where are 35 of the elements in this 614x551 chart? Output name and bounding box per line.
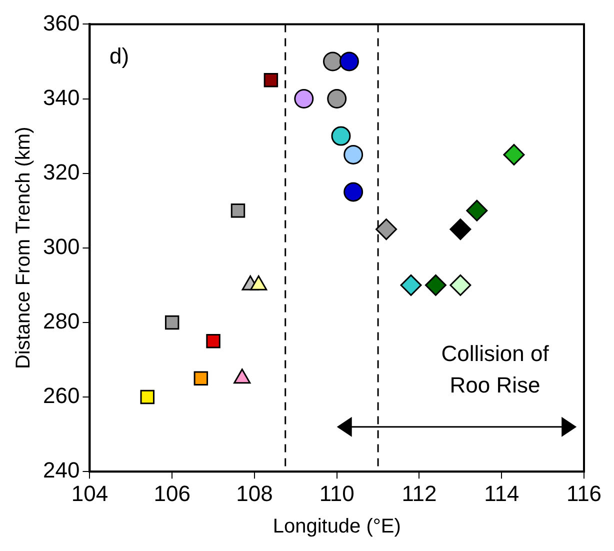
y-tick-label: 260 <box>42 383 80 408</box>
point <box>294 89 314 109</box>
point <box>206 334 220 348</box>
y-axis-title: Distance From Trench (km) <box>12 126 35 370</box>
point <box>344 182 364 202</box>
x-tick-label: 108 <box>236 480 273 506</box>
y-tick-label: 360 <box>42 10 80 36</box>
y-tick-label: 240 <box>42 458 80 483</box>
point <box>264 73 278 88</box>
point <box>339 52 359 72</box>
point <box>503 144 525 166</box>
x-tick-label: 104 <box>71 480 108 506</box>
point <box>140 390 154 404</box>
x-tick-label: 110 <box>319 480 354 506</box>
point <box>424 274 446 296</box>
point <box>400 274 422 296</box>
x-axis-title: Longitude (°E) <box>272 516 401 538</box>
y-tick-label: 300 <box>42 234 80 259</box>
y-tick-label: 340 <box>42 84 80 110</box>
x-tick-label: 106 <box>154 480 190 506</box>
x-tick-label: 114 <box>484 480 520 506</box>
point <box>230 204 246 218</box>
point <box>466 200 488 222</box>
y-tick-label: 280 <box>42 308 80 334</box>
point <box>194 371 208 386</box>
point <box>450 218 472 240</box>
y-tick-label: 320 <box>42 159 80 184</box>
point <box>164 315 180 330</box>
point <box>344 144 364 164</box>
point <box>450 274 472 296</box>
text: d) <box>109 44 130 69</box>
x-tick-label: 116 <box>566 480 602 506</box>
annotation: Collision of Roo Rise <box>441 341 550 398</box>
x-tick-label: 112 <box>402 480 437 506</box>
point <box>331 126 351 146</box>
